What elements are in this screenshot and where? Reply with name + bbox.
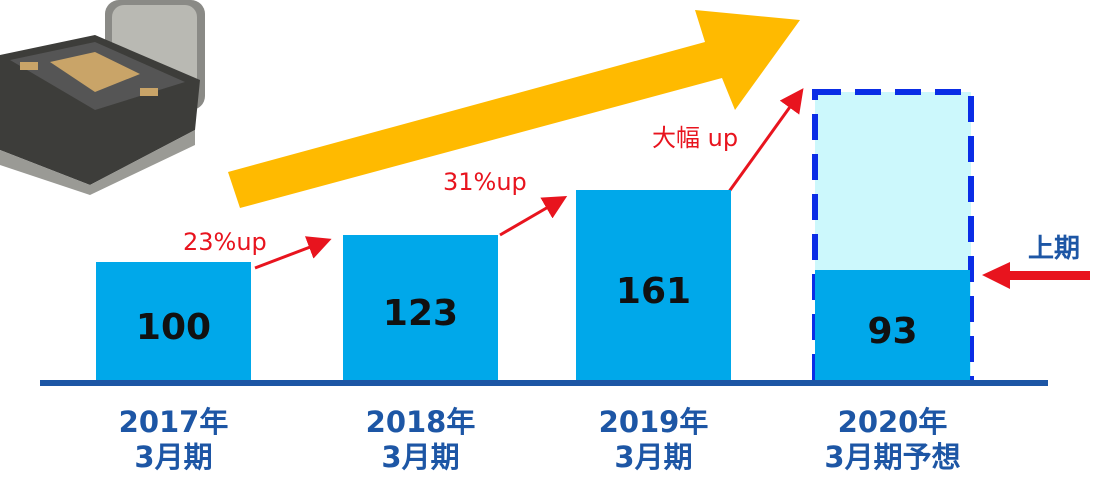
annotation: 23%up bbox=[183, 228, 267, 256]
bar bbox=[343, 234, 498, 380]
x-tick-label: 2019年 3月期 bbox=[598, 405, 709, 474]
value-label: 100 bbox=[135, 307, 212, 348]
bar bbox=[815, 270, 970, 380]
annotation: 上期 bbox=[1028, 234, 1081, 264]
annotation: 31%up bbox=[443, 168, 527, 196]
value-label: 161 bbox=[615, 271, 692, 312]
annotation: 大幅 up bbox=[652, 124, 739, 152]
x-tick-label: 2020年 3月期予想 bbox=[824, 405, 961, 474]
value-label: 123 bbox=[382, 293, 459, 335]
product-image bbox=[0, 0, 205, 195]
half-arrow bbox=[982, 262, 1090, 289]
bar bbox=[576, 190, 731, 380]
trend-arrow bbox=[228, 10, 800, 208]
x-tick-label: 2017年 3月期 bbox=[118, 405, 229, 474]
growth-arrows bbox=[254, 88, 804, 270]
bar bbox=[96, 262, 251, 380]
x-tick-label: 2018年 3月期 bbox=[365, 405, 476, 474]
value-label: 93 bbox=[867, 311, 918, 353]
baseline bbox=[40, 380, 1048, 386]
